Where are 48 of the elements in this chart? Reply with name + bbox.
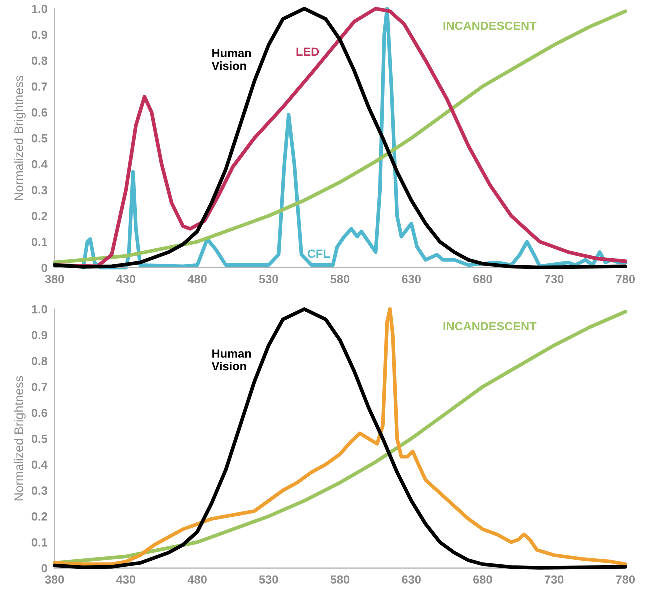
x-tick-label: 480 <box>188 275 207 284</box>
x-tick-label: 630 <box>402 576 421 584</box>
y-tick-label: 0 <box>42 564 48 573</box>
y-tick-label: 0.4 <box>32 160 48 169</box>
x-tick-label: 680 <box>474 275 492 284</box>
y-tick-label: 0.1 <box>32 238 48 246</box>
y-tick-label: 0.8 <box>32 357 48 366</box>
y-tick-label: 0.2 <box>32 512 48 521</box>
series-label: Human Vision <box>212 49 252 70</box>
y-tick-label: 0.1 <box>32 538 48 547</box>
x-tick-label: 430 <box>116 275 136 284</box>
x-tick-label: 730 <box>544 576 564 584</box>
y-tick-label: 0 <box>42 264 48 272</box>
y-tick-label: 0.9 <box>32 30 48 40</box>
x-tick-label: 380 <box>45 576 64 584</box>
x-tick-label: 730 <box>544 275 564 284</box>
x-tick-label: 580 <box>330 576 350 584</box>
y-tick-label: 0.9 <box>32 331 48 340</box>
y-tick-label: 0.3 <box>32 186 48 195</box>
y-tick-label: 0.5 <box>32 434 48 444</box>
series-label: Human Vision <box>212 350 252 371</box>
x-tick-label: 630 <box>402 275 421 284</box>
y-tick-label: 0.7 <box>32 383 48 392</box>
y-tick-label: 0.7 <box>32 82 48 91</box>
y-tick-label: 0.3 <box>32 486 48 496</box>
y-axis-title: Normalized Brightness <box>14 76 26 200</box>
y-axis-title: Normalized Brightness <box>14 376 26 501</box>
x-tick-label: 780 <box>616 275 636 284</box>
y-tick-label: 0.6 <box>32 108 48 117</box>
x-tick-label: 380 <box>45 275 64 284</box>
y-tick-label: 0.6 <box>32 408 48 418</box>
series-label: INCANDESCENT <box>444 22 537 30</box>
series-label: INCANDESCENT <box>444 322 537 331</box>
x-tick-label: 680 <box>474 576 492 584</box>
x-tick-label: 530 <box>259 576 278 584</box>
x-tick-label: 480 <box>188 576 207 584</box>
x-tick-label: 530 <box>259 275 278 284</box>
y-tick-label: 1.0 <box>32 4 48 14</box>
x-tick-label: 780 <box>616 576 636 584</box>
x-tick-label: 430 <box>116 576 136 584</box>
x-tick-label: 580 <box>330 275 350 284</box>
series-label: CFL <box>308 250 330 258</box>
y-tick-label: 0.8 <box>32 56 48 66</box>
y-tick-label: 0.2 <box>32 212 48 220</box>
y-tick-label: 1.0 <box>32 305 48 314</box>
series-label: LED <box>296 48 320 56</box>
y-tick-label: 0.4 <box>32 460 48 470</box>
y-tick-label: 0.5 <box>32 134 48 143</box>
